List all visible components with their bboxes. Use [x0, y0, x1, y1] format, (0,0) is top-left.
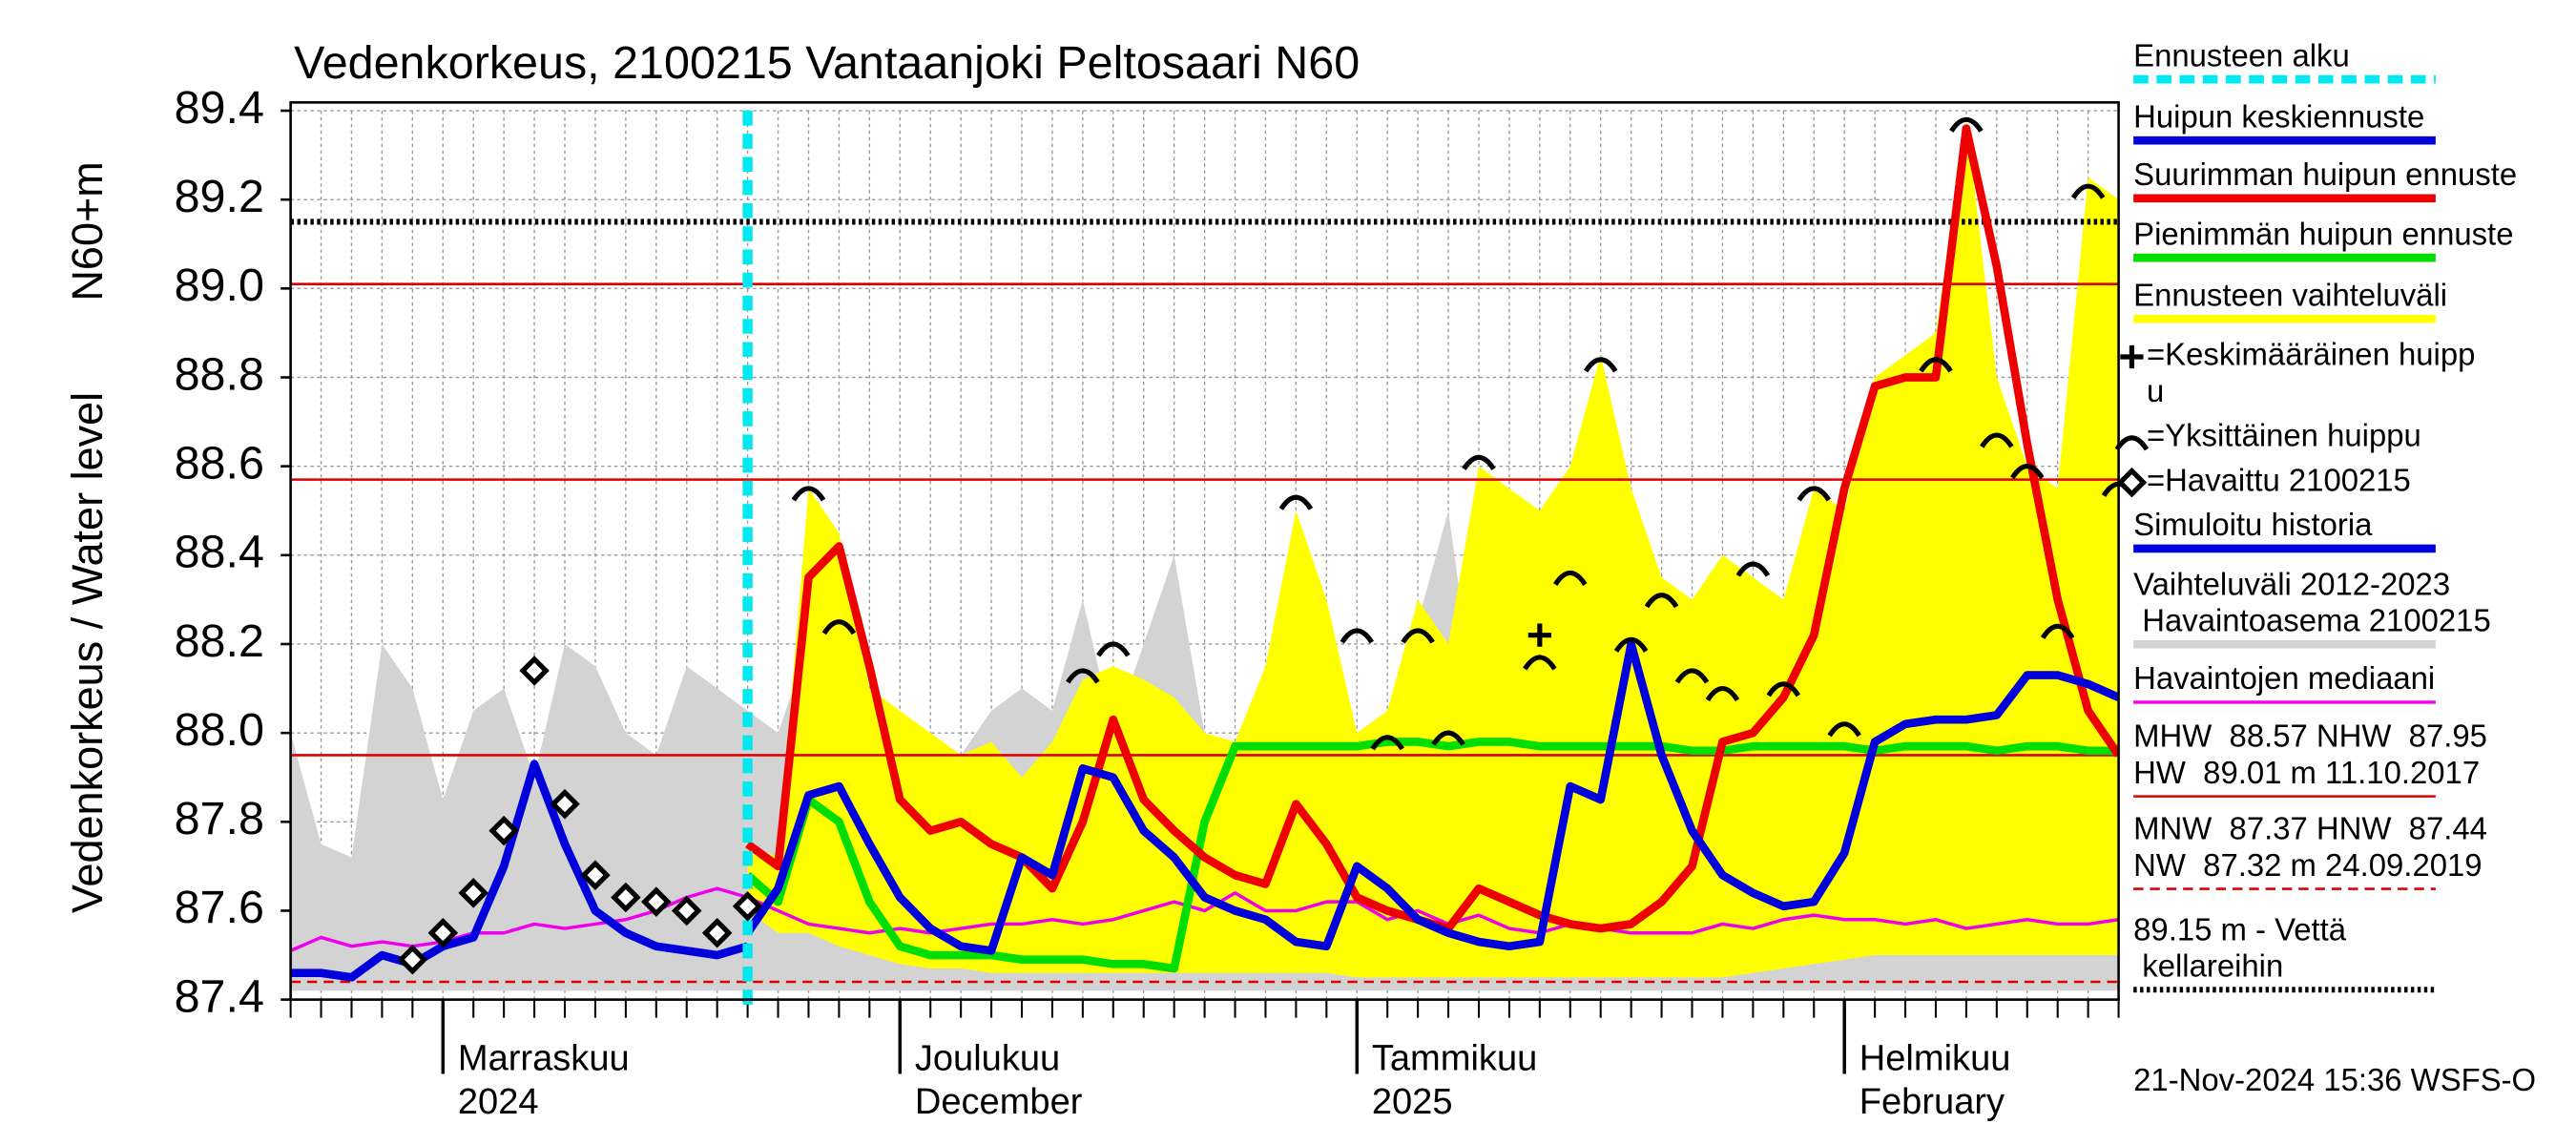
y-tick-label: 88.8 [175, 348, 264, 400]
marker-diamond [701, 917, 733, 948]
marker-arc [1431, 730, 1465, 746]
legend-symbol [2120, 344, 2144, 369]
legend-label: Huipun keskiennuste [2133, 98, 2424, 134]
x-tick-label: Helmikuu [1859, 1039, 2011, 1079]
marker-arc [1949, 116, 1984, 133]
legend-label: Havaintojen mediaani [2133, 660, 2435, 696]
marker-diamond [427, 917, 459, 948]
marker-arc [2040, 623, 2075, 639]
marker-diamond [397, 944, 428, 975]
marker-arc [1644, 593, 1679, 609]
legend-label: Ennusteen alku [2133, 37, 2350, 73]
marker-plus [1527, 623, 1551, 647]
chart-title: Vedenkorkeus, 2100215 Vantaanjoki Peltos… [294, 37, 1360, 89]
legend-label: kellareihin [2133, 947, 2283, 983]
marker-diamond [488, 815, 519, 846]
legend-label: Simuloitu historia [2133, 507, 2373, 542]
marker-arc [1066, 668, 1100, 684]
legend-symbol [2116, 467, 2148, 498]
legend-label: Pienimmän huipun ennuste [2133, 216, 2513, 251]
x-tick-sublabel: 2025 [1372, 1082, 1453, 1122]
marker-diamond [732, 891, 763, 922]
legend-label: NW 87.32 m 24.09.2019 [2133, 847, 2482, 883]
y-tick-label: 87.4 [175, 970, 264, 1022]
marker-arc [821, 619, 857, 635]
marker-arc [1613, 636, 1649, 653]
marker-arc [1096, 641, 1131, 657]
timestamp: 21-Nov-2024 15:36 WSFS-O [2133, 1062, 2536, 1097]
x-tick-sublabel: February [1859, 1082, 2005, 1122]
marker-arc [1370, 735, 1404, 751]
marker-arc [1523, 655, 1557, 671]
marker-arc [2010, 464, 2045, 480]
legend-label: HW 89.01 m 11.10.2017 [2133, 755, 2480, 790]
legend-label: 89.15 m - Vettä [2133, 911, 2347, 947]
marker-arc [1980, 432, 2014, 448]
marker-arc [1401, 628, 1435, 644]
marker-diamond [458, 878, 488, 908]
y-axis-label: Vedenkorkeus / Water level [63, 392, 112, 913]
y-tick-label: 88.2 [175, 615, 264, 667]
marker-diamond [641, 886, 672, 917]
marker-arc [1583, 357, 1618, 373]
band [747, 119, 2119, 978]
x-tick-sublabel: December [915, 1082, 1083, 1122]
legend-label: =Keskimääräinen huipp [2147, 337, 2475, 372]
marker-arc [1919, 357, 1953, 373]
legend-label: =Yksittäinen huippu [2147, 418, 2421, 453]
y-tick-label: 89.0 [175, 260, 264, 311]
y-unit-label: N60+m [63, 161, 112, 301]
x-tick-label: Marraskuu [458, 1039, 630, 1079]
y-tick-label: 89.2 [175, 171, 264, 222]
legend-label: Suurimman huipun ennuste [2133, 156, 2517, 192]
legend-label: Vaihteluväli 2012-2023 [2133, 566, 2450, 601]
legend-label: MHW 88.57 NHW 87.95 [2133, 718, 2487, 754]
marker-arc [1674, 668, 1710, 684]
marker-arc [791, 486, 826, 502]
marker-arc [1340, 628, 1375, 644]
x-tick-label: Tammikuu [1372, 1039, 1537, 1079]
plot-frame [289, 101, 2120, 1001]
y-tick-label: 88.4 [175, 527, 264, 578]
marker-arc [1553, 570, 1588, 587]
marker-arc [1705, 686, 1740, 702]
legend-label: =Havaittu 2100215 [2147, 462, 2411, 497]
marker-arc [1278, 494, 1314, 510]
y-tick-label: 87.6 [175, 882, 264, 933]
marker-arc [1766, 681, 1801, 697]
marker-arc [2070, 183, 2106, 199]
line [290, 886, 2119, 952]
x-tick-label: Joulukuu [915, 1039, 1060, 1079]
x-tick-sublabel: 2024 [458, 1082, 539, 1122]
y-tick-label: 89.4 [175, 82, 264, 134]
legend-label: u [2147, 373, 2164, 408]
y-tick-label: 88.6 [175, 437, 264, 489]
marker-diamond [580, 860, 611, 890]
legend-symbol [2114, 435, 2150, 451]
marker-arc [1462, 454, 1496, 470]
marker-diamond [519, 656, 550, 686]
marker-diamond [671, 895, 702, 926]
marker-arc [1797, 486, 1832, 502]
plot-area [290, 110, 2119, 1001]
marker-diamond [611, 882, 641, 913]
line [744, 639, 2119, 955]
marker-arc [1827, 721, 1861, 738]
legend-label: MNW 87.37 HNW 87.44 [2133, 811, 2487, 846]
y-tick-label: 88.0 [175, 704, 264, 756]
y-tick-label: 87.8 [175, 793, 264, 844]
legend-label: Ennusteen vaihteluväli [2133, 277, 2447, 312]
marker-diamond [550, 788, 580, 820]
legend-label: Havaintoasema 2100215 [2133, 602, 2491, 637]
marker-arc [1735, 561, 1771, 577]
line [290, 760, 749, 982]
